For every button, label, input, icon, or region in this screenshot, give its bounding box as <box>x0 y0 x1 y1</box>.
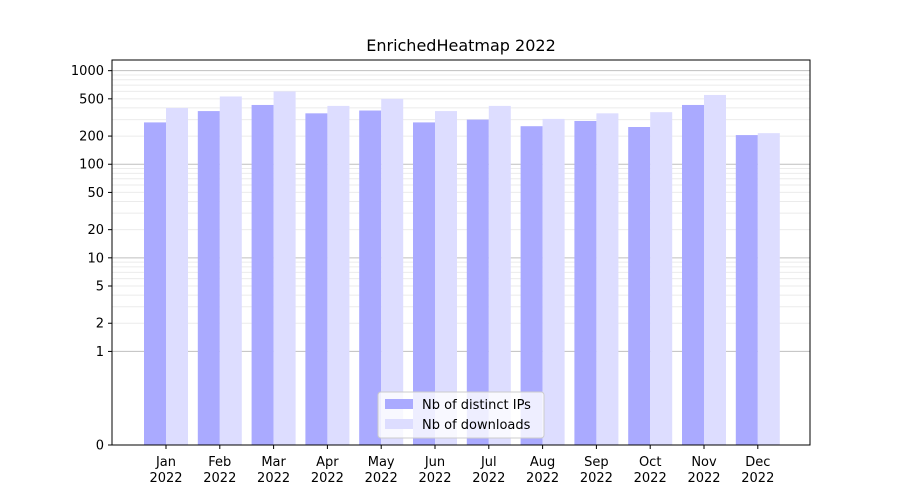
bar-downloads <box>273 91 296 445</box>
y-tick-label: 20 <box>87 223 104 238</box>
bar-downloads <box>542 118 565 445</box>
y-tick-label: 2 <box>96 317 104 332</box>
x-tick-label-year: 2022 <box>311 471 344 486</box>
y-tick-label: 1 <box>96 345 104 360</box>
bar-distinct-ips <box>735 135 758 445</box>
legend-swatch-downloads <box>385 419 413 429</box>
bar-downloads <box>650 112 673 445</box>
x-tick-label-month: Jan <box>155 455 176 470</box>
bar-downloads <box>596 113 619 446</box>
bar-downloads <box>381 98 404 446</box>
bar-distinct-ips <box>144 122 166 445</box>
x-tick-label-year: 2022 <box>472 471 505 486</box>
x-tick-label-month: May <box>368 455 395 470</box>
bar-distinct-ips <box>682 104 704 445</box>
x-tick-label-year: 2022 <box>580 471 613 486</box>
y-tick-label: 100 <box>79 158 104 173</box>
bar-downloads <box>704 94 726 445</box>
y-tick-label: 0 <box>96 439 104 454</box>
bar-distinct-ips <box>466 119 489 446</box>
x-tick-label-year: 2022 <box>257 471 290 486</box>
x-tick-label-month: Nov <box>691 455 717 470</box>
x-tick-label-month: Sep <box>584 455 609 470</box>
x-tick-label-month: Feb <box>208 455 231 470</box>
y-tick-label: 500 <box>79 92 104 107</box>
x-tick-label-year: 2022 <box>526 471 559 486</box>
x-tick-label-month: Apr <box>316 455 339 470</box>
x-tick-label-year: 2022 <box>418 471 451 486</box>
bar-distinct-ips <box>574 120 597 445</box>
x-axis: Jan2022Feb2022Mar2022Apr2022May2022Jun20… <box>149 445 774 486</box>
y-tick-label: 200 <box>79 130 104 145</box>
x-tick-label-month: Aug <box>530 455 555 470</box>
x-tick-label-year: 2022 <box>741 471 774 486</box>
y-axis: 0 1 2 5 10 20 50 100 200 500 1000 <box>71 64 112 454</box>
bar-downloads <box>166 107 188 446</box>
bar-distinct-ips <box>520 126 543 445</box>
bar-downloads <box>488 105 511 445</box>
x-tick-label-year: 2022 <box>687 471 720 486</box>
legend-label-downloads: Nb of downloads <box>422 418 531 433</box>
legend: Nb of distinct IPs Nb of downloads <box>377 391 545 439</box>
y-tick-label: 50 <box>87 186 104 201</box>
legend-swatch-distinct-ips <box>385 399 413 409</box>
legend-box <box>377 391 545 439</box>
chart-title: EnrichedHeatmap 2022 <box>366 36 556 55</box>
x-tick-label-month: Jun <box>424 455 445 470</box>
x-tick-label-month: Oct <box>639 455 661 470</box>
bar-distinct-ips <box>628 127 651 445</box>
x-tick-label-month: Dec <box>745 455 770 470</box>
bar-downloads <box>435 111 457 445</box>
x-tick-label-month: Mar <box>261 455 286 470</box>
bar-downloads <box>757 133 780 446</box>
bar-downloads <box>327 105 350 445</box>
bars <box>144 91 780 446</box>
y-tick-label: 1000 <box>71 64 104 79</box>
bar-distinct-ips <box>197 111 220 445</box>
x-tick-label-year: 2022 <box>365 471 398 486</box>
x-tick-label-year: 2022 <box>634 471 667 486</box>
x-tick-label-month: Jul <box>480 455 497 470</box>
bar-distinct-ips <box>305 113 328 446</box>
y-tick-label: 10 <box>87 251 104 266</box>
plot-frame <box>111 59 811 446</box>
bar-distinct-ips <box>251 104 274 445</box>
bar-distinct-ips <box>359 110 382 446</box>
x-tick-label-year: 2022 <box>149 471 182 486</box>
x-tick-label-year: 2022 <box>203 471 236 486</box>
legend-label-distinct-ips: Nb of distinct IPs <box>422 398 531 413</box>
bar-downloads <box>219 96 242 446</box>
bar-distinct-ips <box>413 122 435 445</box>
y-tick-label: 5 <box>96 280 104 295</box>
